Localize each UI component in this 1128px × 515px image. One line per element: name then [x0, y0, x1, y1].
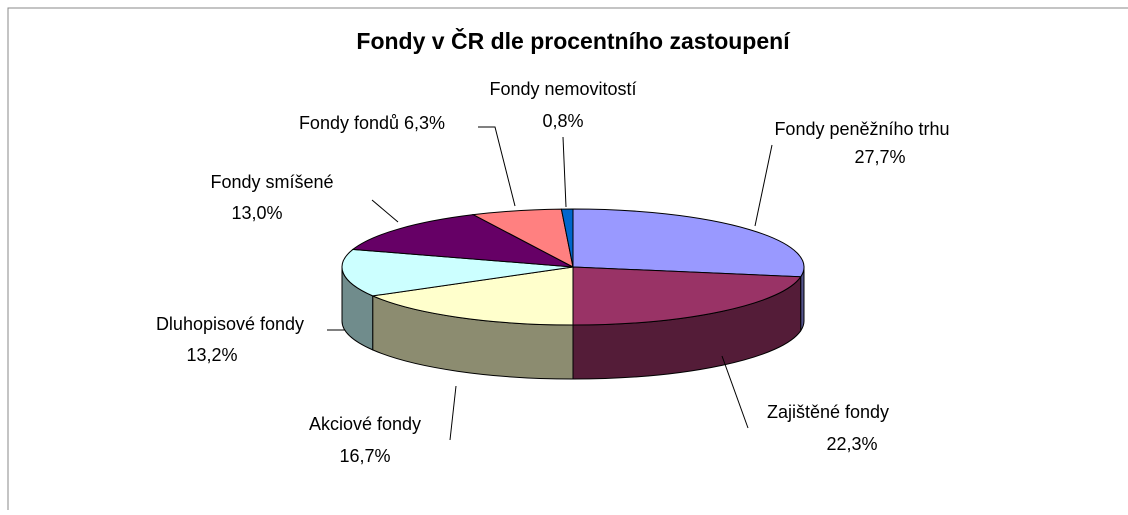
slice	[341, 248, 574, 297]
label-value: 6,3%	[404, 113, 445, 133]
slice	[560, 208, 574, 268]
label-value: 16,7%	[339, 446, 390, 466]
data-label: Fondy fondů 6,3%	[299, 113, 445, 133]
label-value: 22,3%	[826, 434, 877, 454]
label-name: Fondy peněžního trhu	[774, 119, 949, 139]
label-name: Fondy nemovitostí	[489, 79, 636, 99]
slice	[572, 208, 805, 278]
label-value: 13,0%	[231, 203, 282, 223]
label-name: Fondy smíšené	[210, 172, 333, 192]
chart-title: Fondy v ČR dle procentního zastoupení	[356, 27, 791, 54]
label-value: 0,8%	[542, 111, 583, 131]
leader-line	[478, 126, 516, 207]
slice	[572, 266, 802, 326]
slice	[370, 266, 574, 326]
slice	[351, 214, 574, 268]
leader-line	[371, 199, 399, 223]
leader-line	[721, 355, 749, 429]
label-value: 13,2%	[186, 345, 237, 365]
label-value: 27,7%	[854, 147, 905, 167]
label-name: Fondy fondů	[299, 113, 399, 133]
label-name: Akciové fondy	[309, 414, 421, 434]
label-name: Dluhopisové fondy	[156, 314, 304, 334]
leader-line	[449, 385, 457, 441]
leader-line	[562, 136, 567, 208]
leader-line	[754, 144, 773, 227]
label-name: Zajištěné fondy	[767, 402, 889, 422]
frame	[7, 7, 1128, 510]
